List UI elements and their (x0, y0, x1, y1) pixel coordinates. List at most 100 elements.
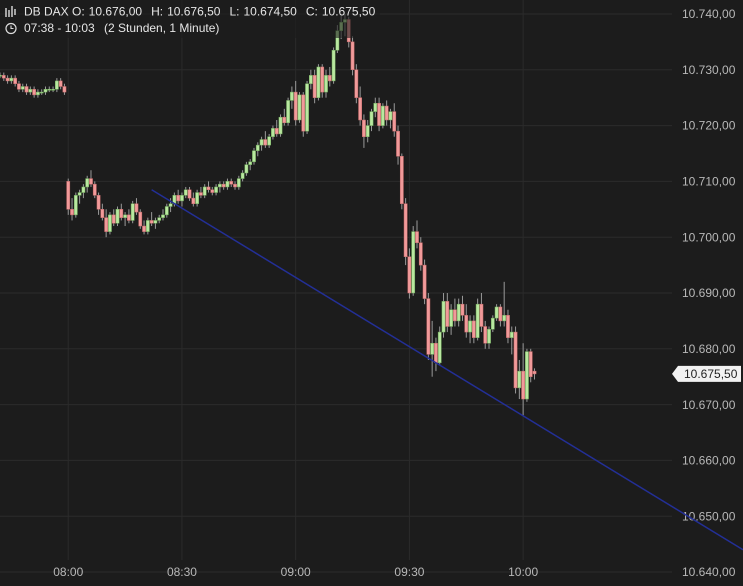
candle-body (407, 256, 412, 294)
candle-body (51, 89, 55, 91)
candle-body (399, 156, 404, 204)
candle-body (142, 225, 146, 232)
candle-body (153, 220, 158, 224)
candle-body (183, 189, 188, 196)
candle-body (176, 195, 181, 202)
ohlc-value: 10.675,50 (322, 5, 376, 19)
candle-body (214, 186, 218, 193)
ohlc-value: 10.674,50 (243, 5, 297, 19)
header: DB DAX O: 10.676,00 H: 10.676,50 L: 10.674,50… (0, 0, 380, 38)
candle-body (274, 128, 279, 135)
candle-body (517, 370, 522, 389)
candle-body (127, 214, 131, 221)
candle-body (464, 315, 469, 333)
y-tick-label: 10.740,00 (682, 7, 736, 21)
candle-body (210, 189, 215, 193)
candle-body (506, 315, 510, 338)
candle-body (221, 183, 226, 188)
candle-body (350, 41, 355, 71)
candle-body (240, 172, 245, 179)
y-tick-label: 10.680,00 (682, 342, 736, 356)
ohlc-readout: O: 10.676,00 H: 10.676,50 L: 10.674,50 C: 10.67… (72, 5, 376, 19)
candle-body (456, 303, 461, 322)
candle-body (20, 86, 25, 90)
candle-body (134, 203, 139, 213)
candle-body (331, 49, 336, 82)
candle-body (229, 181, 234, 185)
candle-body (89, 178, 93, 185)
candle-body (66, 181, 71, 210)
candle-body (115, 209, 120, 224)
candle-body (28, 89, 33, 93)
candle-body (55, 80, 59, 90)
clock-hands (10, 25, 14, 30)
candle-body (434, 342, 438, 364)
candle-body (384, 105, 389, 121)
candle-body (392, 111, 397, 132)
candle-body (430, 342, 435, 355)
candle-body (278, 116, 283, 135)
candle-body (381, 105, 385, 126)
candle-body (32, 89, 36, 96)
candle-body (73, 195, 78, 216)
candle-body (259, 139, 264, 146)
candle-body (9, 77, 14, 82)
y-tick-label: 10.690,00 (682, 286, 736, 300)
candle-body (252, 150, 256, 163)
candle-body (305, 83, 309, 132)
ohlc-value: 10.676,50 (167, 5, 221, 19)
candle-body (24, 86, 29, 93)
candle-body (445, 301, 450, 327)
candle-body (108, 214, 112, 232)
ohlc-label: O: (72, 5, 85, 19)
candle-body (525, 351, 529, 400)
candle-body (100, 209, 105, 218)
candle-body (373, 102, 378, 112)
candle-body (248, 161, 253, 165)
candle-body (70, 209, 74, 216)
x-tick-label: 10:00 (508, 565, 538, 579)
candle-body (77, 192, 82, 196)
candle-body (494, 306, 499, 319)
candle-body (377, 102, 381, 126)
y-tick-label: 10.650,00 (682, 509, 736, 523)
duration: (2 Stunden, 1 Minute) (104, 21, 219, 35)
candle-body (468, 320, 472, 333)
x-tick-label: 09:00 (281, 565, 311, 579)
candle-body (263, 139, 268, 146)
candle-body (233, 183, 237, 188)
candle-body (490, 317, 495, 330)
candle-body (327, 75, 332, 82)
y-tick-label: 10.670,00 (682, 398, 736, 412)
candle-body (415, 231, 419, 244)
symbol: DB DAX (24, 5, 69, 19)
y-tick-label: 10.660,00 (682, 454, 736, 468)
candle-body (145, 220, 150, 232)
symbol-icon (5, 6, 16, 17)
candle-body (532, 370, 537, 375)
candle-body (36, 91, 40, 96)
y-tick-label: 10.730,00 (682, 63, 736, 77)
candle-body (509, 331, 514, 338)
candle-body (187, 189, 192, 199)
candle-body (293, 91, 298, 121)
candle-body (411, 231, 416, 294)
candle-body (483, 326, 488, 344)
candle-body (267, 136, 271, 146)
candle-body (441, 301, 446, 333)
candle-body (358, 97, 362, 121)
candle-body (206, 186, 211, 191)
candle-body (96, 195, 101, 210)
y-tick-label: 10.700,00 (682, 230, 736, 244)
candle-body (164, 206, 169, 216)
candle-body (479, 303, 484, 327)
candle-body (418, 242, 423, 266)
candle-body (255, 144, 260, 151)
x-tick-label: 09:30 (394, 565, 424, 579)
candle-body (498, 306, 503, 322)
ohlc-label: H: (151, 5, 163, 19)
candle-body (297, 94, 302, 121)
candle-body (0, 75, 2, 77)
